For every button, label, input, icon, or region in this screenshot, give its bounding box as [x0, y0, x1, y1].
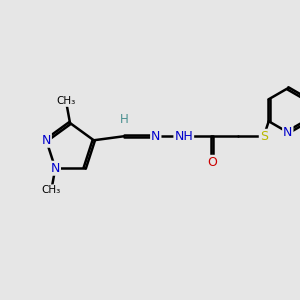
- Text: NH: NH: [174, 130, 193, 143]
- Text: CH₃: CH₃: [56, 96, 76, 106]
- Text: N: N: [41, 134, 51, 147]
- Text: O: O: [207, 156, 217, 169]
- Text: CH₃: CH₃: [42, 185, 61, 195]
- Text: H: H: [119, 113, 128, 126]
- Text: N: N: [283, 126, 292, 139]
- Text: N: N: [51, 162, 60, 175]
- Text: N: N: [151, 130, 160, 143]
- Text: S: S: [260, 130, 268, 143]
